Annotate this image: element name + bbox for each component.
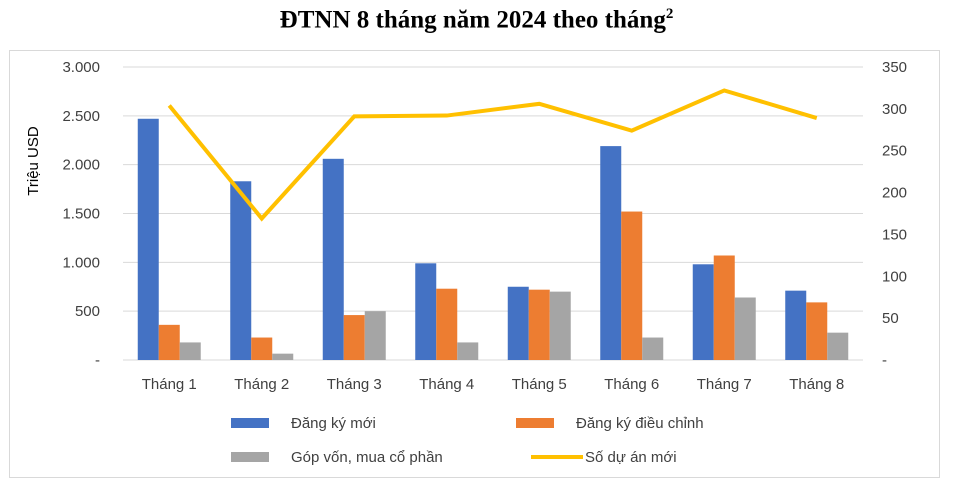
legend-label: Góp vốn, mua cổ phần — [291, 449, 443, 466]
y-tick-label: - — [95, 352, 100, 369]
line-series — [167, 88, 818, 222]
y-axis-right-ticks: - 50 100 150 200 250 300 350 — [882, 59, 907, 369]
x-tick-label: Tháng 1 — [142, 376, 197, 393]
y-tick-label: 2.000 — [62, 157, 100, 174]
chart-title-text: ĐTNN 8 tháng năm 2024 theo tháng — [279, 6, 666, 34]
y2-tick-label: 200 — [882, 185, 907, 202]
legend-swatch — [231, 418, 269, 428]
y2-tick-label: 50 — [882, 310, 899, 327]
bar — [806, 302, 828, 360]
x-tick-label: Tháng 3 — [327, 376, 382, 393]
y2-tick-label: 350 — [882, 59, 907, 76]
legend-swatch — [516, 418, 554, 428]
chart-title-superscript: 2 — [665, 6, 674, 22]
x-tick-label: Tháng 8 — [789, 376, 844, 393]
bar — [692, 264, 714, 360]
y2-tick-label: 100 — [882, 268, 907, 285]
chart-area: - 500 1.000 1.500 2.000 2.500 3.000 - 50 100 150 2… — [25, 59, 907, 466]
bar — [827, 332, 849, 360]
bar — [528, 289, 550, 360]
bar — [549, 291, 571, 360]
x-tick-label: Tháng 7 — [697, 376, 752, 393]
bar — [322, 158, 344, 360]
bar — [507, 286, 529, 360]
bar — [158, 324, 180, 360]
legend-label: Số dự án mới — [585, 449, 677, 466]
y-tick-label: 3.000 — [62, 59, 100, 76]
bar — [734, 297, 756, 360]
bar — [436, 288, 458, 360]
x-tick-label: Tháng 2 — [234, 376, 289, 393]
bar — [642, 337, 664, 360]
line-series-path — [167, 88, 818, 222]
y-tick-label: 1.500 — [62, 206, 100, 223]
y-axis-left-ticks: - 500 1.000 1.500 2.000 2.500 3.000 — [62, 59, 100, 369]
legend-label: Đăng ký mới — [291, 415, 376, 432]
x-tick-label: Tháng 6 — [604, 376, 659, 393]
bar — [230, 181, 252, 360]
x-axis-ticks: Tháng 1 Tháng 2 Tháng 3 Tháng 4 Tháng 5 Tháng… — [142, 376, 845, 393]
bar — [179, 342, 201, 360]
y-tick-label: 2.500 — [62, 108, 100, 125]
legend-label: Đăng ký điều chỉnh — [576, 415, 704, 432]
chart-frame: - 500 1.000 1.500 2.000 2.500 3.000 - 50 100 150 2… — [9, 50, 940, 478]
y2-tick-label: 300 — [882, 101, 907, 118]
legend-swatch — [231, 452, 269, 462]
bar — [364, 311, 386, 360]
y-axis-label: Triệu USD — [25, 126, 42, 196]
bar — [272, 353, 294, 360]
bar — [785, 290, 807, 360]
y2-tick-label: - — [882, 352, 887, 369]
x-tick-label: Tháng 4 — [419, 376, 474, 393]
bar — [713, 255, 735, 360]
bar — [137, 118, 159, 360]
y-tick-label: 1.000 — [62, 254, 100, 271]
bar — [600, 146, 622, 360]
bar-series — [137, 118, 849, 360]
bar — [457, 342, 479, 360]
chart-title: ĐTNN 8 tháng năm 2024 theo tháng2 — [0, 6, 953, 34]
bar — [343, 315, 365, 360]
y2-tick-label: 150 — [882, 226, 907, 243]
legend: Đăng ký mới Đăng ký điều chỉnh Góp vốn, mu… — [231, 415, 704, 466]
bar — [621, 211, 643, 360]
bar — [251, 337, 273, 360]
y-tick-label: 500 — [75, 303, 100, 320]
y2-tick-label: 250 — [882, 143, 907, 160]
bar — [415, 263, 437, 360]
x-tick-label: Tháng 5 — [512, 376, 567, 393]
